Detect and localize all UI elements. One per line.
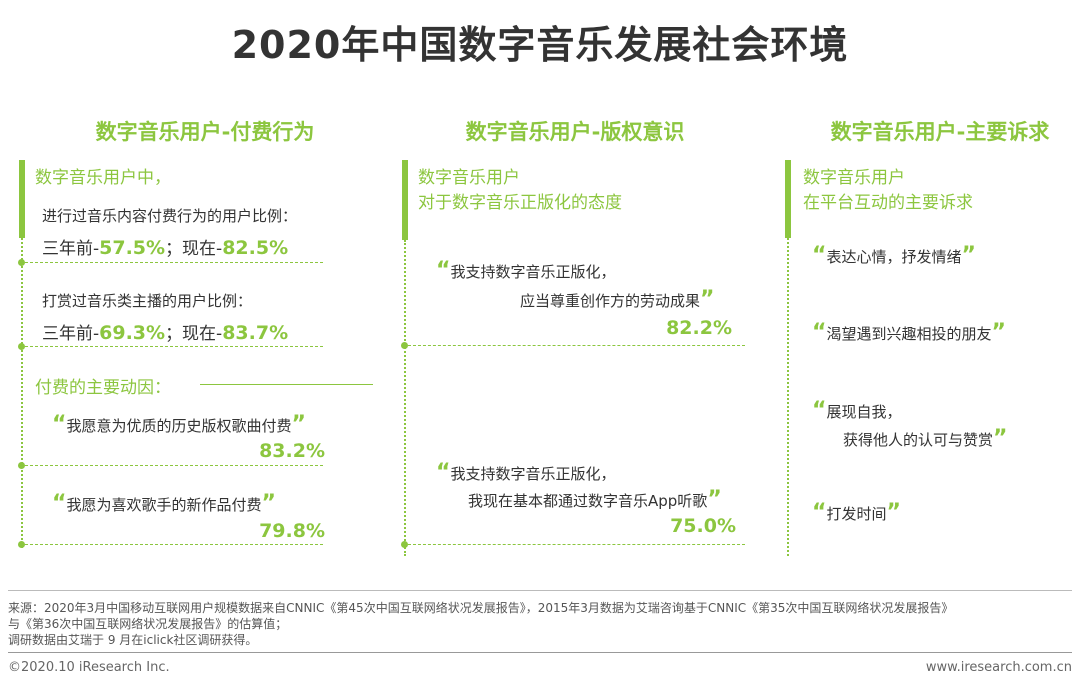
source-line3: 调研数据由艾瑞于 9 月在iclick社区调研获得。: [8, 633, 258, 647]
q2-line2: 我现在基本都通过数字音乐App听歌”: [468, 487, 722, 512]
col1-intro: 数字音乐用户中，: [35, 168, 171, 188]
stat2-values: 三年前-69.3%；现在-83.7%: [42, 319, 288, 344]
source-line1: 来源：2020年3月中国移动互联网用户规模数据来自CNNIC《第45次中国互联网…: [8, 601, 954, 615]
quote-close-mark: ”: [707, 487, 722, 512]
source-divider: [8, 590, 1072, 591]
desire-1-text: 表达心情，抒发情绪: [826, 248, 962, 266]
motive2-value: 79.8%: [259, 520, 325, 542]
col1-separator-3: [25, 465, 323, 466]
q2-line1-text: 我支持数字音乐正版化，: [450, 465, 616, 483]
desire-2: “渴望遇到兴趣相投的朋友”: [812, 320, 1006, 345]
stat1-now-value: 82.5%: [222, 237, 289, 259]
col2-dotted-line: [404, 240, 406, 556]
stat1-label: 进行过音乐内容付费行为的用户比例：: [42, 207, 298, 225]
stat1-before-value: 57.5%: [99, 237, 166, 259]
desire-1: “表达心情，抒发情绪”: [812, 243, 976, 268]
desire-3-line2-text: 获得他人的认可与赞赏: [843, 431, 994, 449]
footer-copyright: ©2020.10 iResearch Inc.: [8, 660, 170, 675]
desire-3-line1: “展现自我，: [812, 398, 901, 423]
col2-dot-2: [401, 541, 408, 548]
motive2-quote: “我愿为喜欢歌手的新作品付费”: [52, 491, 276, 516]
col2-accent-bar: [402, 160, 408, 240]
q1-value: 82.2%: [666, 317, 732, 339]
stat2-now-value: 83.7%: [222, 322, 289, 344]
col2-heading: 数字音乐用户-版权意识: [465, 120, 685, 144]
quote-open-mark: “: [812, 500, 827, 525]
motive1-value: 83.2%: [259, 440, 325, 462]
q1-line1: “我支持数字音乐正版化，: [436, 258, 615, 283]
desire-2-text: 渴望遇到兴趣相投的朋友: [826, 325, 992, 343]
desire-4-text: 打发时间: [826, 505, 887, 523]
q2-value: 75.0%: [670, 515, 736, 537]
col2-separator-2: [408, 544, 745, 545]
col3-intro-line2: 在平台互动的主要诉求: [803, 193, 973, 213]
col3-accent-bar: [785, 160, 791, 238]
col2-dot-1: [401, 342, 408, 349]
quote-close-mark: ”: [291, 412, 306, 437]
col3-dotted-line: [787, 238, 789, 556]
motive-heading: 付费的主要动因：: [35, 378, 171, 398]
col2-intro-line2: 对于数字音乐正版化的态度: [418, 193, 622, 213]
quote-open-mark: “: [436, 460, 451, 485]
stat1-sep: ；现在-: [165, 239, 223, 259]
motive1-quote: “我愿意为优质的历史版权歌曲付费”: [52, 412, 306, 437]
stat2-label: 打赏过音乐类主播的用户比例：: [42, 292, 253, 310]
q1-line1-text: 我支持数字音乐正版化，: [450, 263, 616, 281]
quote-close-mark: ”: [993, 426, 1008, 451]
col1-dotted-line: [21, 238, 23, 548]
motive1-text: 我愿意为优质的历史版权歌曲付费: [66, 417, 292, 435]
quote-close-mark: ”: [991, 320, 1006, 345]
quote-close-mark: ”: [261, 491, 276, 516]
col3-heading: 数字音乐用户-主要诉求: [830, 120, 1050, 144]
quote-open-mark: “: [52, 412, 67, 437]
source-line2: 与《第36次中国互联网络状况发展报告》的估算值；: [8, 617, 288, 631]
desire-4: “打发时间”: [812, 500, 901, 525]
desire-3-line2: 获得他人的认可与赞赏”: [843, 426, 1007, 451]
page-title: 2020年中国数字音乐发展社会环境: [231, 23, 849, 67]
col3-intro-line1: 数字音乐用户: [803, 168, 905, 188]
quote-open-mark: “: [812, 243, 827, 268]
col1-separator-2: [25, 346, 323, 347]
col2-intro-line1: 数字音乐用户: [418, 168, 520, 188]
col2-separator-1: [408, 345, 745, 346]
stat2-before-label: 三年前-: [42, 324, 100, 344]
col1-dot-2: [18, 343, 25, 350]
quote-close-mark: ”: [961, 243, 976, 268]
quote-open-mark: “: [812, 398, 827, 423]
col1-separator-4: [25, 544, 323, 545]
col1-dot-1: [18, 259, 25, 266]
q1-line2-text: 应当尊重创作方的劳动成果: [520, 292, 701, 310]
col1-separator-1: [25, 262, 323, 263]
col1-dot-3: [18, 462, 25, 469]
desire-3-line1-text: 展现自我，: [826, 403, 902, 421]
footer-website[interactable]: www.iresearch.com.cn: [925, 660, 1072, 675]
q1-line2: 应当尊重创作方的劳动成果”: [520, 287, 714, 312]
stat1-before-label: 三年前-: [42, 239, 100, 259]
quote-open-mark: “: [812, 320, 827, 345]
stat2-sep: ；现在-: [165, 324, 223, 344]
quote-open-mark: “: [436, 258, 451, 283]
stat2-before-value: 69.3%: [99, 322, 166, 344]
stat1-values: 三年前-57.5%；现在-82.5%: [42, 234, 288, 259]
motive-underline: [200, 384, 373, 385]
quote-close-mark: ”: [700, 287, 715, 312]
quote-open-mark: “: [52, 491, 67, 516]
footer-divider: [8, 652, 1072, 653]
motive2-text: 我愿为喜欢歌手的新作品付费: [66, 496, 262, 514]
q2-line1: “我支持数字音乐正版化，: [436, 460, 615, 485]
q2-line2-text: 我现在基本都通过数字音乐App听歌: [468, 492, 708, 510]
col1-dot-4: [18, 541, 25, 548]
col1-heading: 数字音乐用户-付费行为: [95, 120, 315, 144]
col1-accent-bar: [19, 160, 25, 238]
quote-close-mark: ”: [886, 500, 901, 525]
